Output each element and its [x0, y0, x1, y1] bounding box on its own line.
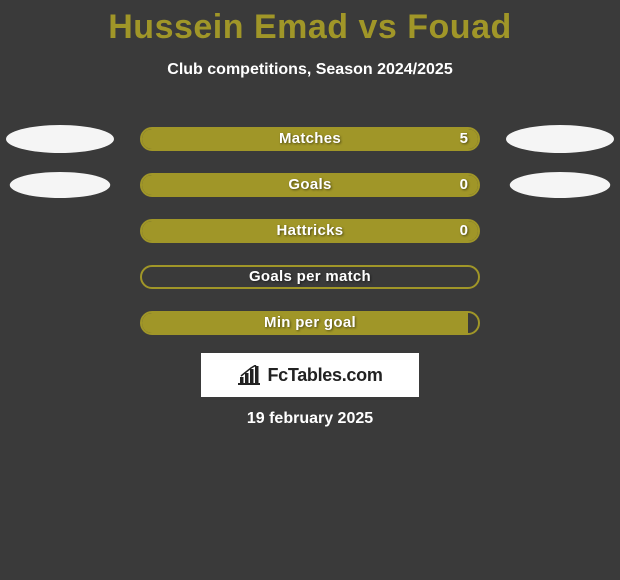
- stats-rows-container: Matches5Goals0Hattricks0Goals per matchM…: [0, 117, 620, 347]
- stat-value: 0: [460, 176, 468, 193]
- stat-row: Goals per match: [0, 255, 620, 301]
- stat-row: Goals0: [0, 163, 620, 209]
- stat-label: Hattricks: [142, 222, 478, 239]
- stat-label: Min per goal: [142, 314, 478, 331]
- stat-label: Goals: [142, 176, 478, 193]
- left-player-ellipse: [10, 172, 110, 198]
- right-player-ellipse: [510, 172, 610, 198]
- stat-bar: Hattricks0: [140, 219, 480, 243]
- stat-bar: Min per goal: [140, 311, 480, 335]
- stat-label: Matches: [142, 130, 478, 147]
- right-player-ellipse: [506, 125, 614, 153]
- stat-value: 0: [460, 222, 468, 239]
- stat-value: 5: [460, 130, 468, 147]
- left-player-ellipse: [6, 125, 114, 153]
- stat-row: Min per goal: [0, 301, 620, 347]
- logo-text: FcTables.com: [267, 365, 382, 386]
- stat-row: Hattricks0: [0, 209, 620, 255]
- page-title: Hussein Emad vs Fouad: [0, 0, 620, 47]
- bar-chart-icon: [237, 365, 261, 385]
- subtitle: Club competitions, Season 2024/2025: [0, 61, 620, 79]
- stat-row: Matches5: [0, 117, 620, 163]
- stat-bar: Goals per match: [140, 265, 480, 289]
- date: 19 february 2025: [0, 410, 620, 428]
- stat-bar: Goals0: [140, 173, 480, 197]
- logo-box: FcTables.com: [201, 353, 419, 397]
- stat-label: Goals per match: [142, 268, 478, 285]
- stat-bar: Matches5: [140, 127, 480, 151]
